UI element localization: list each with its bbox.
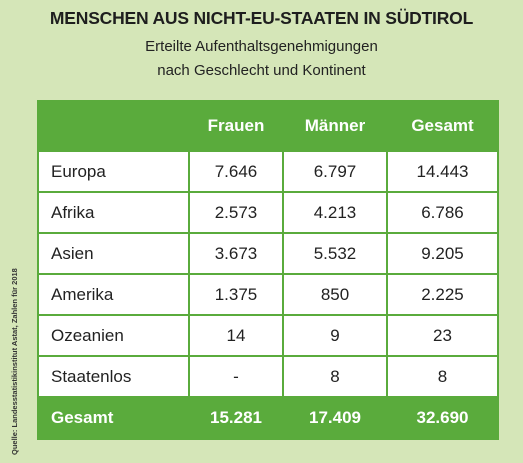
column-header: Gesamt <box>386 100 499 152</box>
cell: 850 <box>282 273 388 316</box>
subtitle: nach Geschlecht und Kontinent <box>157 62 366 79</box>
cell: 1.375 <box>188 273 284 316</box>
cell: 8 <box>282 355 388 398</box>
row-label: Europa <box>37 150 190 193</box>
subtitle: Erteilte Aufenthaltsgenehmigungen <box>145 38 378 55</box>
cell: 9 <box>282 314 388 357</box>
cell: 14.443 <box>386 150 499 193</box>
cell: 14 <box>188 314 284 357</box>
total-cell: 15.281 <box>188 396 284 440</box>
title: MENSCHEN AUS NICHT-EU-STAATEN IN SÜDTIRO… <box>49 8 474 28</box>
total-cell: 32.690 <box>386 396 499 440</box>
column-header: Männer <box>282 100 388 152</box>
total-label: Gesamt <box>37 396 190 440</box>
cell: 9.205 <box>386 232 499 275</box>
row-label: Afrika <box>37 191 190 234</box>
header-row: Frauen Männer Gesamt <box>37 100 499 152</box>
cell: 8 <box>386 355 499 398</box>
total-cell: 17.409 <box>282 396 388 440</box>
cell: 6.797 <box>282 150 388 193</box>
cell: 4.213 <box>282 191 388 234</box>
cell: 6.786 <box>386 191 499 234</box>
row-label: Ozeanien <box>37 314 190 357</box>
column-header: Frauen <box>188 100 284 152</box>
source: Quelle: Landesstatistikinstitut Astat, Z… <box>10 268 19 455</box>
cell: 5.532 <box>282 232 388 275</box>
table-row: Asien 3.673 5.532 9.205 <box>37 232 499 275</box>
table: Frauen Männer Gesamt Europa 7.646 6.797 14.443… <box>37 100 499 440</box>
row-label: Staatenlos <box>37 355 190 398</box>
cell: 23 <box>386 314 499 357</box>
total-row: Gesamt 15.281 17.409 32.690 <box>37 396 499 440</box>
table-row: Ozeanien 14 9 23 <box>37 314 499 357</box>
table-row: Europa 7.646 6.797 14.443 <box>37 150 499 193</box>
table-row: Afrika 2.573 4.213 6.786 <box>37 191 499 234</box>
cell: 3.673 <box>188 232 284 275</box>
cell: 7.646 <box>188 150 284 193</box>
cell: 2.225 <box>386 273 499 316</box>
table-row: Staatenlos -8 8 <box>37 355 499 398</box>
cell: - <box>188 355 284 398</box>
table-row: Amerika 1.375 850 2.225 <box>37 273 499 316</box>
row-label: Asien <box>37 232 190 275</box>
column-header <box>37 100 190 152</box>
cell: 2.573 <box>188 191 284 234</box>
row-label: Amerika <box>37 273 190 316</box>
